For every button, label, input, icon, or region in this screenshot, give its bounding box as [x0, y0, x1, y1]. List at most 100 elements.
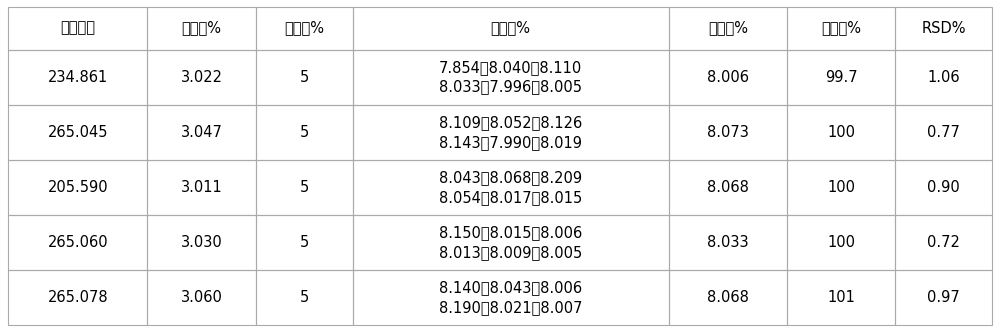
Bar: [787, 105, 895, 160]
Text: 3.060: 3.060: [181, 290, 222, 305]
Text: 8.150、8.015、8.006
8.013、8.009、8.005: 8.150、8.015、8.006 8.013、8.009、8.005: [439, 225, 582, 260]
Bar: [147, 160, 256, 215]
Text: 100: 100: [827, 125, 855, 140]
Bar: [787, 105, 895, 160]
Bar: [895, 160, 992, 215]
Bar: [256, 50, 353, 105]
Bar: [353, 50, 669, 105]
Bar: [353, 270, 669, 325]
Bar: [895, 270, 992, 325]
Bar: [669, 270, 787, 325]
Bar: [669, 270, 787, 325]
Text: 测量值%: 测量值%: [491, 21, 531, 36]
Bar: [8, 160, 147, 215]
Text: 加入量%: 加入量%: [284, 21, 324, 36]
Bar: [787, 50, 895, 105]
Text: 3.047: 3.047: [181, 125, 222, 140]
Bar: [787, 7, 895, 50]
Bar: [669, 160, 787, 215]
Text: 265.078: 265.078: [47, 290, 108, 305]
Bar: [256, 105, 353, 160]
Bar: [895, 7, 992, 50]
Bar: [787, 160, 895, 215]
Text: 100: 100: [827, 180, 855, 195]
Bar: [895, 270, 992, 325]
Bar: [669, 105, 787, 160]
Text: 0.97: 0.97: [927, 290, 960, 305]
Bar: [147, 7, 256, 50]
Bar: [353, 7, 669, 50]
Bar: [8, 7, 147, 50]
Bar: [147, 7, 256, 50]
Bar: [256, 105, 353, 160]
Bar: [8, 160, 147, 215]
Bar: [256, 160, 353, 215]
Text: 265.045: 265.045: [47, 125, 108, 140]
Bar: [256, 215, 353, 270]
Bar: [147, 105, 256, 160]
Text: 5: 5: [299, 70, 309, 85]
Bar: [256, 270, 353, 325]
Text: 0.77: 0.77: [927, 125, 960, 140]
Bar: [8, 270, 147, 325]
Text: 3.011: 3.011: [181, 180, 222, 195]
Bar: [147, 50, 256, 105]
Text: 8.033: 8.033: [707, 235, 749, 250]
Text: 3.030: 3.030: [181, 235, 222, 250]
Bar: [895, 50, 992, 105]
Text: 0.72: 0.72: [927, 235, 960, 250]
Text: 平均值%: 平均值%: [708, 21, 748, 36]
Text: 234.861: 234.861: [48, 70, 108, 85]
Bar: [787, 7, 895, 50]
Text: 100: 100: [827, 235, 855, 250]
Bar: [147, 50, 256, 105]
Bar: [895, 215, 992, 270]
Bar: [8, 215, 147, 270]
Bar: [147, 160, 256, 215]
Bar: [787, 270, 895, 325]
Text: 8.073: 8.073: [707, 125, 749, 140]
Bar: [669, 105, 787, 160]
Bar: [895, 7, 992, 50]
Bar: [669, 7, 787, 50]
Text: 8.068: 8.068: [707, 290, 749, 305]
Bar: [8, 7, 147, 50]
Text: RSD%: RSD%: [921, 21, 966, 36]
Bar: [8, 50, 147, 105]
Bar: [353, 7, 669, 50]
Bar: [787, 270, 895, 325]
Text: 5: 5: [299, 125, 309, 140]
Text: 265.060: 265.060: [47, 235, 108, 250]
Text: 回收率%: 回收率%: [821, 21, 861, 36]
Bar: [8, 105, 147, 160]
Bar: [895, 50, 992, 105]
Bar: [256, 50, 353, 105]
Text: 测量元素: 测量元素: [60, 21, 95, 36]
Text: 5: 5: [299, 235, 309, 250]
Text: 8.006: 8.006: [707, 70, 749, 85]
Text: 8.043、8.068、8.209
8.054、8.017、8.015: 8.043、8.068、8.209 8.054、8.017、8.015: [439, 170, 582, 205]
Text: 5: 5: [299, 180, 309, 195]
Bar: [256, 7, 353, 50]
Bar: [895, 215, 992, 270]
Text: 8.068: 8.068: [707, 180, 749, 195]
Bar: [787, 50, 895, 105]
Bar: [147, 215, 256, 270]
Bar: [669, 50, 787, 105]
Bar: [256, 215, 353, 270]
Text: 5: 5: [299, 290, 309, 305]
Bar: [353, 105, 669, 160]
Text: 8.140、8.043、8.006
8.190、8.021、8.007: 8.140、8.043、8.006 8.190、8.021、8.007: [439, 281, 582, 315]
Bar: [8, 270, 147, 325]
Bar: [353, 160, 669, 215]
Bar: [669, 215, 787, 270]
Text: 1.06: 1.06: [927, 70, 960, 85]
Text: 本底值%: 本底值%: [181, 21, 221, 36]
Bar: [353, 215, 669, 270]
Bar: [256, 270, 353, 325]
Text: 7.854、8.040、8.110
8.033、7.996、8.005: 7.854、8.040、8.110 8.033、7.996、8.005: [439, 60, 582, 95]
Bar: [787, 215, 895, 270]
Bar: [147, 270, 256, 325]
Bar: [147, 215, 256, 270]
Bar: [669, 215, 787, 270]
